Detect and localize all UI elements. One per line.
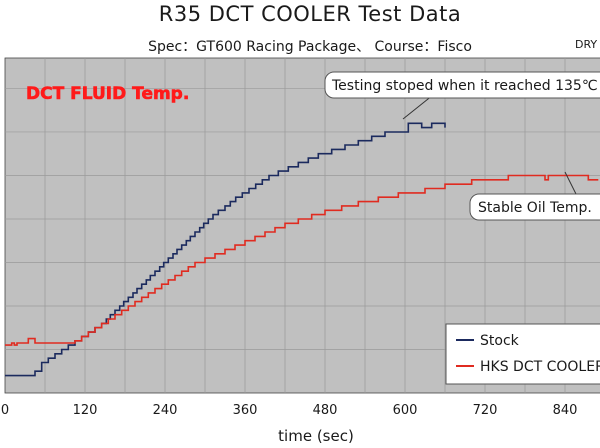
x-tick-label: 600: [393, 403, 418, 418]
series-lines: [5, 122, 599, 377]
legend-label-hks: HKS DCT COOLER: [480, 359, 600, 375]
grid-lines: [5, 58, 600, 393]
x-tick-label: 480: [313, 403, 338, 418]
annotation-1-text: Testing stoped when it reached 135℃: [331, 78, 598, 94]
legend-box: [445, 323, 600, 385]
x-axis-ticks: 0 120 240 360 480 600 720 840: [1, 403, 578, 418]
series-line-hks: [5, 174, 599, 346]
x-tick-label: 360: [233, 403, 258, 418]
chart-title: R35 DCT COOLER Test Data: [158, 2, 462, 26]
x-tick-label: 720: [473, 403, 498, 418]
annotation-2-text: Stable Oil Temp.: [478, 200, 592, 216]
x-tick-label: 240: [153, 403, 178, 418]
x-tick-label: 840: [553, 403, 578, 418]
x-axis-label: time (sec): [278, 427, 354, 445]
legend-label-stock: Stock: [480, 333, 520, 349]
in-plot-label: DCT FLUID Temp.: [26, 84, 189, 104]
chart-subtitle: Spec：GT600 Racing Package、 Course：Fisco: [148, 39, 472, 55]
x-tick-label: 120: [73, 403, 98, 418]
annotation-1-box: [324, 71, 600, 99]
condition-label: DRY: [575, 38, 598, 51]
annotation-2-box: [469, 193, 600, 221]
x-tick-label: 0: [1, 403, 9, 418]
